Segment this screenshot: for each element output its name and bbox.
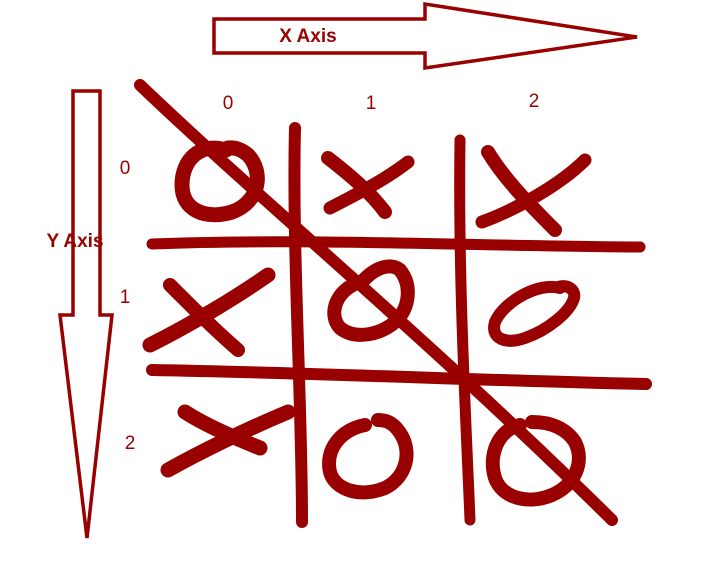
board-grid <box>146 122 652 528</box>
grid-line-vertical <box>288 122 308 528</box>
y-tick-label: 0 <box>120 158 131 179</box>
y-tick-label: 2 <box>125 433 136 454</box>
cell-mark-o <box>174 140 265 223</box>
x-axis-arrow <box>212 1 638 71</box>
cell-mark-o <box>322 413 414 500</box>
grid-line-horizontal <box>146 236 646 253</box>
cell-mark-x <box>475 145 592 237</box>
cell-mark-x <box>321 151 415 219</box>
y-axis-arrow <box>58 89 114 539</box>
x-tick-label: 2 <box>529 91 540 112</box>
grid-line-vertical <box>454 134 476 526</box>
cell-mark-x <box>142 267 276 357</box>
cell-mark-o <box>485 415 586 507</box>
y-tick-label: 1 <box>120 287 131 308</box>
x-axis-label: X Axis <box>279 26 336 47</box>
x-tick-label: 0 <box>223 93 234 114</box>
grid-line-horizontal <box>146 364 652 390</box>
x-tick-label: 1 <box>366 93 377 114</box>
cell-mark-x <box>160 404 296 478</box>
cell-mark-o <box>488 280 581 347</box>
y-axis-label: Y Axis <box>46 231 103 252</box>
winning-line <box>134 79 618 526</box>
